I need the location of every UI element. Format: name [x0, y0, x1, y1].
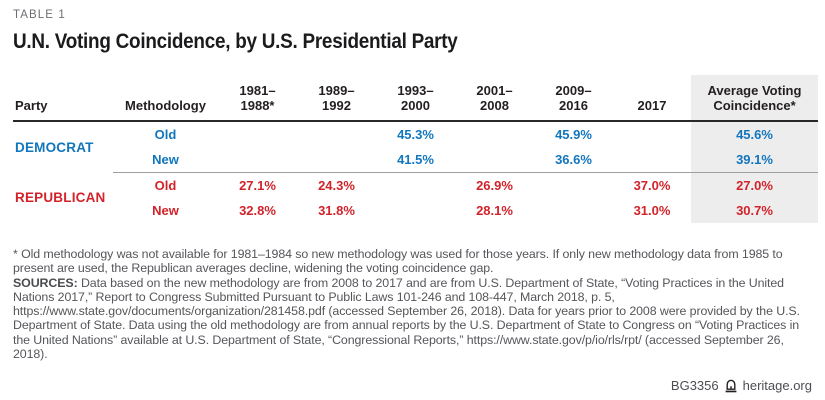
value-cell: 37.0%: [633, 178, 671, 193]
col-header-1993-2000: 1993– 2000: [376, 75, 455, 122]
voting-coincidence-table: Party Methodology 1981– 1988* 1989– 1992…: [13, 75, 818, 223]
value-cell: [297, 121, 376, 147]
header-row: Party Methodology 1981– 1988* 1989– 1992…: [13, 75, 818, 122]
figure-title: U.N. Voting Coincidence, by U.S. Preside…: [13, 29, 458, 53]
value-cell: [534, 173, 613, 199]
table-row-republican-new: New 32.8% 31.8% 28.1% 31.0% 30.7%: [13, 198, 818, 223]
table-row-democrat-new: New 41.5% 36.6% 39.1%: [13, 147, 818, 173]
col-header-party: Party: [13, 75, 113, 122]
col-header-average-voting-coincidence: Average Voting Coincidence*: [691, 75, 818, 122]
sources-text: Data based on the new methodology are fr…: [13, 275, 800, 362]
col-header-1981-1988: 1981– 1988*: [218, 75, 297, 122]
publisher-site: heritage.org: [742, 378, 812, 393]
value-cell: 32.8%: [239, 203, 276, 218]
col-header-1989-1992: 1989– 1992: [297, 75, 376, 122]
value-cell: [218, 121, 297, 147]
value-cell: [534, 198, 613, 223]
value-cell: [455, 147, 534, 173]
table-row-republican-old: REPUBLICAN Old 27.1% 24.3% 26.9% 37.0% 2…: [13, 172, 818, 205]
value-cell: [613, 147, 691, 173]
value-cell: 45.9%: [555, 127, 592, 142]
average-cell-republican-new: 30.7%: [691, 198, 818, 223]
value-cell: 31.8%: [318, 203, 355, 218]
methodology-cell: Old: [154, 178, 177, 193]
average-cell-democrat-new: 39.1%: [691, 147, 818, 173]
value-cell: 41.5%: [376, 147, 455, 173]
col-header-methodology: Methodology: [113, 75, 218, 122]
value-cell: 28.1%: [476, 203, 513, 218]
heritage-bell-icon: [724, 379, 738, 393]
col-header-2017: 2017: [613, 75, 691, 122]
value-cell: [376, 173, 455, 199]
value-cell: [613, 121, 691, 147]
publication-credit: BG3356 heritage.org: [671, 378, 812, 393]
table-row-democrat-old: DEMOCRAT Old 45.3% 45.9% 45.6%: [13, 121, 818, 155]
average-cell-republican-old: 27.0%: [691, 172, 818, 198]
col-header-2009-2016: 2009– 2016: [534, 75, 613, 122]
methodology-cell: Old: [154, 127, 177, 142]
value-cell: 26.9%: [476, 178, 513, 193]
value-cell: 45.3%: [397, 127, 434, 142]
party-label-republican: REPUBLICAN: [15, 190, 106, 206]
col-header-2001-2008: 2001– 2008: [455, 75, 534, 122]
footnotes: * Old methodology was not available for …: [13, 247, 819, 361]
table-number-label: TABLE 1: [13, 9, 66, 21]
value-cell: [218, 147, 297, 173]
value-cell: 24.3%: [318, 178, 355, 193]
report-id: BG3356: [670, 378, 719, 393]
value-cell: [376, 198, 455, 223]
value-cell: 27.1%: [239, 178, 276, 193]
party-label-democrat: DEMOCRAT: [15, 139, 94, 155]
methodology-cell: New: [113, 147, 218, 173]
value-cell: 31.0%: [633, 203, 671, 218]
average-cell-democrat-old: 45.6%: [691, 121, 818, 147]
value-cell: [455, 121, 534, 147]
sources-note: SOURCES: Data based on the new methodolo…: [13, 276, 819, 362]
value-cell: 36.6%: [534, 147, 613, 173]
methodology-footnote: * Old methodology was not available for …: [13, 247, 783, 276]
sources-label: SOURCES:: [13, 275, 78, 290]
value-cell: [297, 147, 376, 173]
methodology-cell: New: [152, 203, 179, 218]
